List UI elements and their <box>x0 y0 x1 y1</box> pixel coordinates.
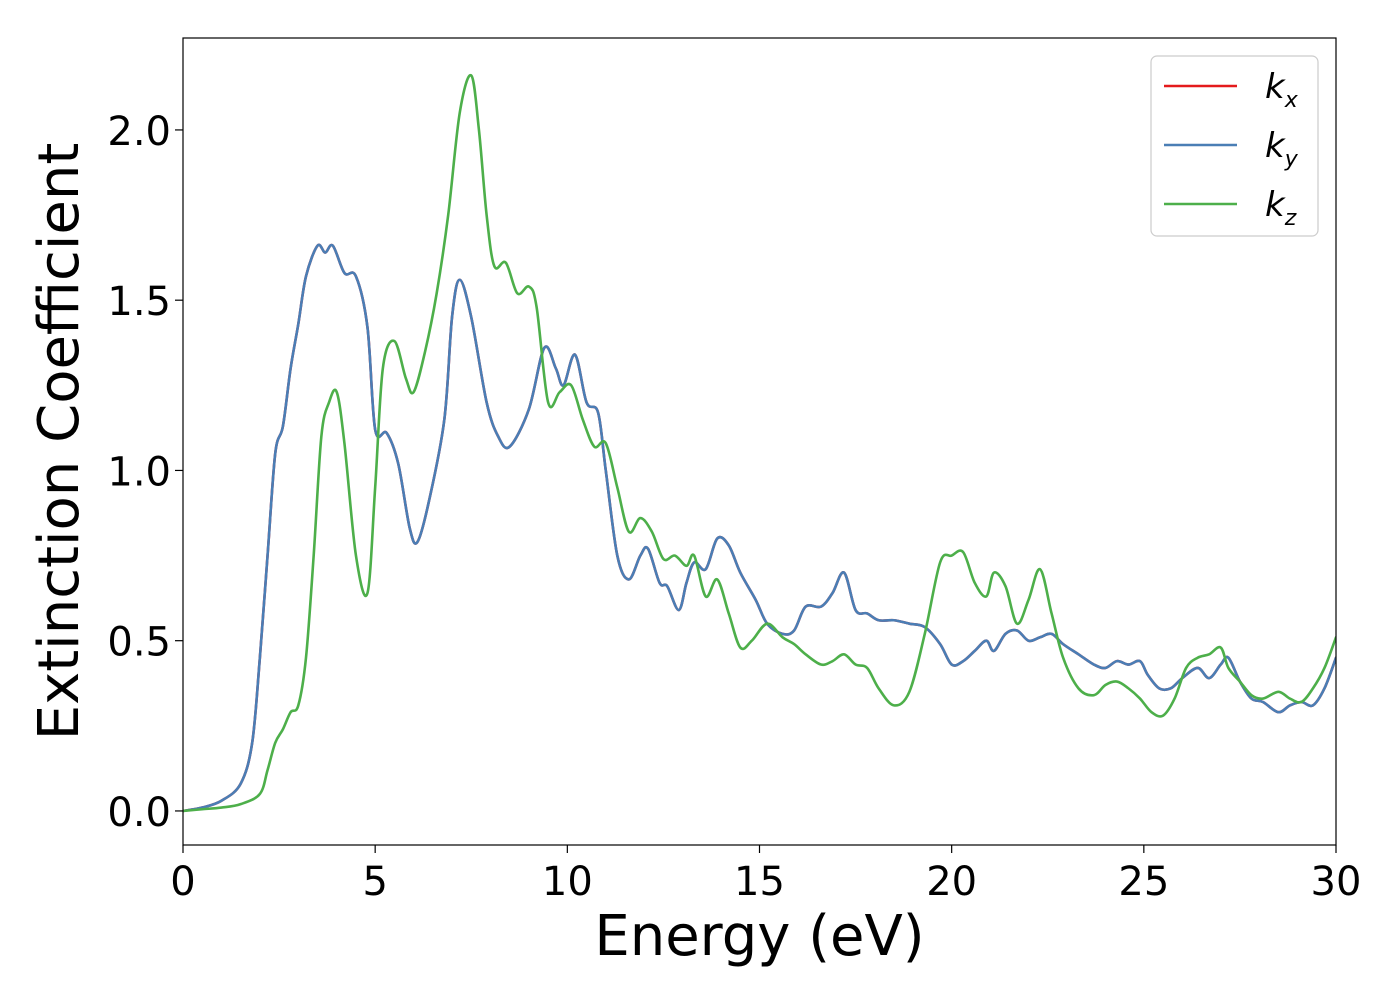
series-layer <box>183 73 1336 813</box>
x-tick-label: 20 <box>926 859 977 905</box>
y-axis-title: Extinction Coefficient <box>27 143 92 741</box>
series-line-x <box>183 243 1336 813</box>
x-tick-label: 5 <box>362 859 387 905</box>
series-line-z <box>183 73 1336 813</box>
y-tick-label: 1.5 <box>107 279 171 325</box>
legend-label-main: k <box>1265 185 1286 225</box>
legend-label-y: ky <box>1265 126 1299 172</box>
y-tick-label: 1.0 <box>107 449 171 495</box>
y-tick-label: 0.5 <box>107 620 171 666</box>
x-axis-title: Energy (eV) <box>594 904 924 969</box>
legend-label-subscript: z <box>1284 206 1297 231</box>
x-tick-label: 30 <box>1311 859 1362 905</box>
x-tick-label: 0 <box>170 859 195 905</box>
y-tick-label: 0.0 <box>107 790 171 836</box>
legend-label-subscript: x <box>1284 88 1299 113</box>
y-axis-ticks: 0.0 0.5 1.0 1.5 2.0 <box>107 109 183 836</box>
legend-label-z: kz <box>1265 185 1297 231</box>
legend-label-main: k <box>1265 126 1286 166</box>
x-tick-label: 10 <box>542 859 593 905</box>
legend-label-main: k <box>1265 67 1286 107</box>
legend-label-x: kx <box>1265 67 1299 113</box>
legend-label-subscript: y <box>1284 147 1299 172</box>
x-tick-label: 15 <box>734 859 785 905</box>
y-tick-label: 2.0 <box>107 109 171 155</box>
x-axis-ticks: 0 5 10 15 20 25 30 <box>170 845 1361 905</box>
x-tick-label: 25 <box>1118 859 1169 905</box>
series-line-y <box>183 243 1336 813</box>
